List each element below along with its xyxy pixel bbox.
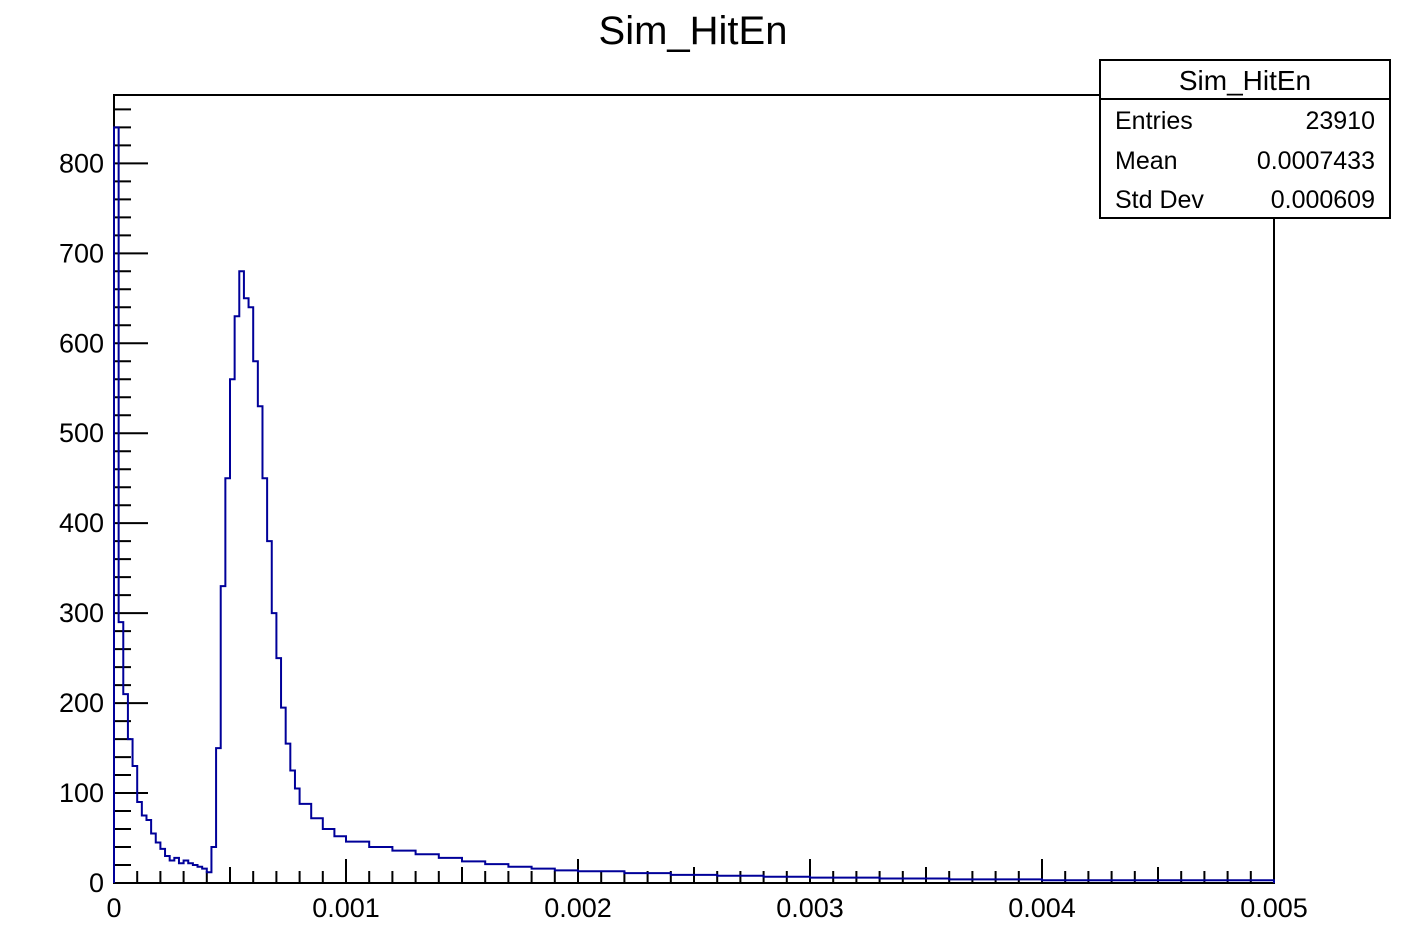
y-tick-label: 400 — [59, 508, 104, 538]
stats-entries-label: Entries — [1115, 107, 1193, 135]
y-tick-label: 300 — [59, 598, 104, 628]
x-tick-label: 0.003 — [776, 893, 844, 923]
x-tick-label: 0.001 — [312, 893, 380, 923]
stats-stddev-label: Std Dev — [1115, 186, 1204, 214]
x-tick-label: 0 — [106, 893, 121, 923]
y-axis: 0 100 200 300 400 500 600 700 800 — [59, 108, 148, 898]
y-tick-label: 0 — [89, 868, 104, 898]
stats-entries-value: 23910 — [1305, 107, 1375, 135]
stats-mean-label: Mean — [1115, 147, 1178, 175]
y-tick-label: 200 — [59, 688, 104, 718]
y-tick-label: 500 — [59, 418, 104, 448]
stats-box-frame — [1099, 59, 1391, 219]
histogram-series-line — [113, 126, 1275, 883]
stats-box-title: Sim_HitEn — [1179, 65, 1311, 96]
x-axis: 0 0.001 0.002 0.003 0.004 0.005 — [106, 859, 1308, 923]
y-tick-label: 800 — [59, 148, 104, 178]
stats-mean-value: 0.0007433 — [1257, 147, 1375, 175]
chart-title: Sim_HitEn — [599, 9, 788, 53]
y-tick-label: 100 — [59, 778, 104, 808]
stats-stddev-value: 0.000609 — [1271, 186, 1375, 214]
y-tick-label: 600 — [59, 328, 104, 358]
stats-box: Sim_HitEn Entries 23910 Mean 0.0007433 S… — [1099, 59, 1391, 219]
y-tick-label: 700 — [59, 238, 104, 268]
x-tick-label: 0.004 — [1008, 893, 1076, 923]
x-tick-label: 0.002 — [544, 893, 612, 923]
x-tick-label: 0.005 — [1240, 893, 1308, 923]
